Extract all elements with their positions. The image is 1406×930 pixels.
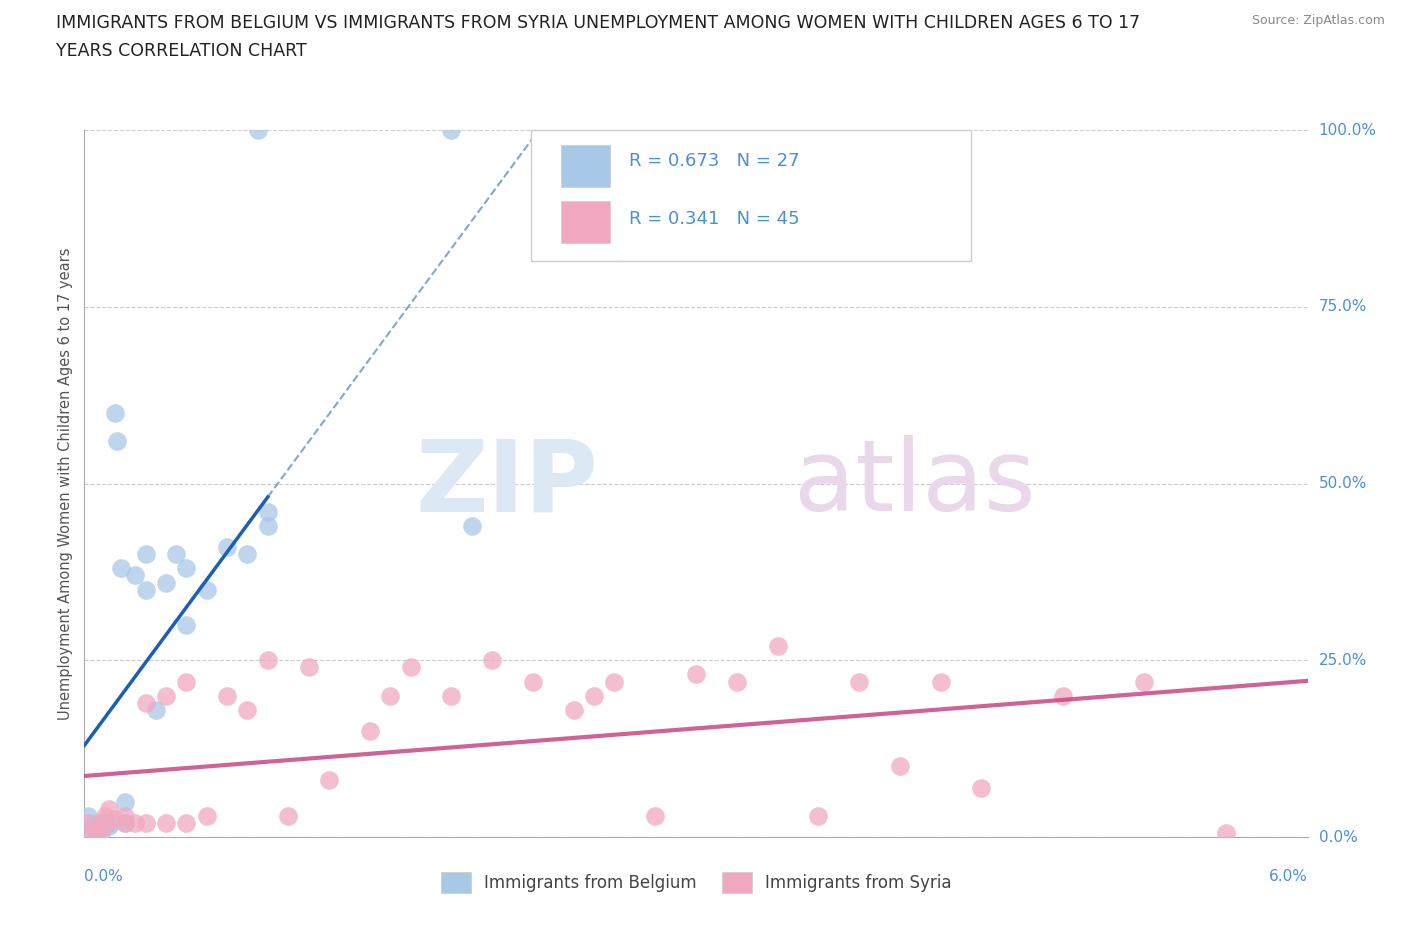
Point	[87, 822, 110, 837]
Point	[889, 759, 911, 774]
Point	[257, 519, 280, 534]
Point	[135, 547, 157, 562]
Point	[155, 816, 177, 830]
Point	[97, 802, 120, 817]
Point	[110, 561, 132, 576]
Point	[562, 702, 585, 717]
Point	[135, 696, 157, 711]
Point	[766, 639, 789, 654]
Point	[90, 826, 112, 841]
Point	[165, 547, 187, 562]
Point	[114, 808, 136, 823]
Point	[93, 819, 115, 834]
Point	[359, 724, 381, 738]
Point	[380, 688, 402, 703]
Text: Source: ZipAtlas.com: Source: ZipAtlas.com	[1251, 14, 1385, 27]
Point	[685, 667, 707, 682]
Point	[174, 674, 197, 689]
Point	[145, 702, 167, 717]
Point	[104, 812, 127, 827]
Point	[644, 808, 666, 823]
Text: R = 0.341   N = 45: R = 0.341 N = 45	[628, 209, 800, 228]
Text: 25.0%: 25.0%	[1319, 653, 1367, 668]
Point	[124, 816, 146, 830]
Point	[236, 547, 259, 562]
Point	[246, 123, 269, 138]
Point	[440, 688, 463, 703]
Point	[174, 618, 197, 632]
Point	[848, 674, 870, 689]
Point	[725, 674, 748, 689]
Point	[583, 688, 606, 703]
Point	[1133, 674, 1156, 689]
Text: YEARS CORRELATION CHART: YEARS CORRELATION CHART	[56, 42, 307, 60]
Point	[155, 575, 177, 590]
Point	[77, 808, 100, 823]
Point	[135, 816, 157, 830]
Point	[97, 819, 120, 834]
Point	[100, 816, 122, 830]
Point	[1215, 826, 1237, 841]
Point	[86, 826, 108, 841]
Point	[86, 826, 108, 841]
Point	[522, 674, 544, 689]
Point	[257, 504, 280, 519]
Point	[277, 808, 299, 823]
Point	[174, 816, 197, 830]
Point	[970, 780, 993, 795]
Point	[83, 816, 105, 830]
Text: 6.0%: 6.0%	[1268, 869, 1308, 883]
Point	[195, 582, 218, 597]
Point	[217, 688, 239, 703]
Point	[236, 702, 259, 717]
Point	[481, 653, 503, 668]
Text: 0.0%: 0.0%	[1319, 830, 1357, 844]
Text: R = 0.673   N = 27: R = 0.673 N = 27	[628, 152, 800, 169]
Text: atlas: atlas	[794, 435, 1035, 532]
Point	[114, 816, 136, 830]
Legend: Immigrants from Belgium, Immigrants from Syria: Immigrants from Belgium, Immigrants from…	[434, 866, 957, 899]
Point	[217, 539, 239, 554]
Point	[77, 816, 100, 830]
Point	[174, 561, 197, 576]
Point	[461, 519, 484, 534]
Point	[93, 816, 115, 830]
Point	[1052, 688, 1074, 703]
Point	[195, 808, 218, 823]
Point	[318, 773, 340, 788]
Point	[929, 674, 952, 689]
Point	[114, 794, 136, 809]
Point	[807, 808, 830, 823]
FancyBboxPatch shape	[561, 145, 610, 187]
Text: IMMIGRANTS FROM BELGIUM VS IMMIGRANTS FROM SYRIA UNEMPLOYMENT AMONG WOMEN WITH C: IMMIGRANTS FROM BELGIUM VS IMMIGRANTS FR…	[56, 14, 1140, 32]
Point	[104, 405, 127, 420]
Y-axis label: Unemployment Among Women with Children Ages 6 to 17 years: Unemployment Among Women with Children A…	[58, 247, 73, 720]
Text: 50.0%: 50.0%	[1319, 476, 1367, 491]
Point	[440, 123, 463, 138]
Point	[114, 816, 136, 830]
Point	[155, 688, 177, 703]
Point	[603, 674, 626, 689]
FancyBboxPatch shape	[531, 130, 972, 261]
Text: 100.0%: 100.0%	[1319, 123, 1376, 138]
Point	[257, 653, 280, 668]
Point	[105, 433, 128, 448]
Text: ZIP: ZIP	[415, 435, 598, 532]
Point	[124, 568, 146, 583]
Point	[93, 808, 115, 823]
Point	[298, 660, 321, 675]
Point	[79, 822, 101, 837]
FancyBboxPatch shape	[561, 201, 610, 244]
Text: 0.0%: 0.0%	[84, 869, 124, 883]
Point	[399, 660, 422, 675]
Text: 75.0%: 75.0%	[1319, 299, 1367, 314]
Point	[135, 582, 157, 597]
Point	[82, 822, 104, 837]
Point	[90, 816, 112, 830]
